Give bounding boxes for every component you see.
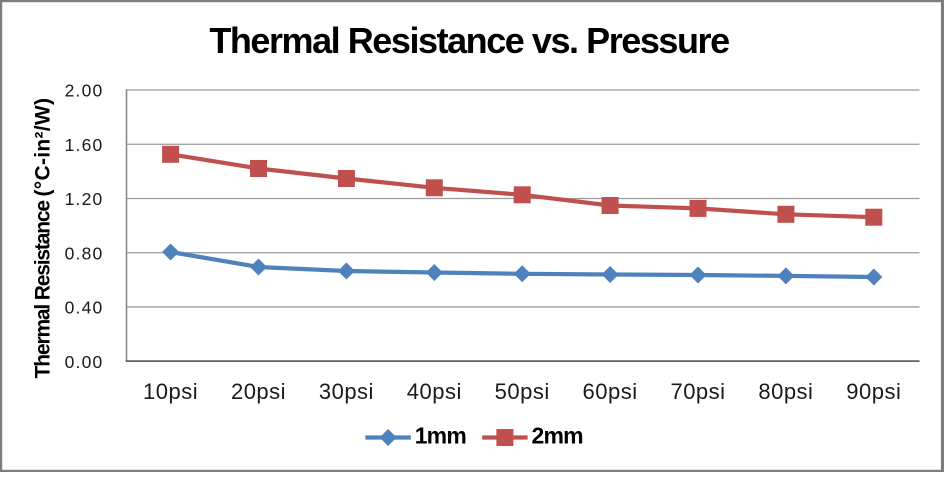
svg-text:20psi: 20psi bbox=[231, 379, 286, 404]
svg-text:40psi: 40psi bbox=[407, 379, 462, 404]
svg-text:1.20: 1.20 bbox=[65, 189, 104, 209]
svg-text:0.00: 0.00 bbox=[65, 352, 104, 372]
svg-text:10psi: 10psi bbox=[143, 379, 198, 404]
svg-text:2mm: 2mm bbox=[532, 422, 584, 448]
svg-text:0.40: 0.40 bbox=[65, 298, 104, 318]
svg-text:50psi: 50psi bbox=[495, 379, 550, 404]
svg-text:80psi: 80psi bbox=[758, 379, 813, 404]
svg-text:0.80: 0.80 bbox=[65, 243, 104, 263]
svg-text:1mm: 1mm bbox=[415, 422, 467, 448]
svg-text:60psi: 60psi bbox=[583, 379, 638, 404]
svg-text:30psi: 30psi bbox=[319, 379, 374, 404]
svg-text:1.60: 1.60 bbox=[65, 135, 104, 155]
svg-text:Thermal Resistance (°C-in²/W): Thermal Resistance (°C-in²/W) bbox=[32, 98, 55, 379]
svg-text:90psi: 90psi bbox=[846, 379, 901, 404]
svg-text:70psi: 70psi bbox=[670, 379, 725, 404]
svg-text:Thermal Resistance vs. Pressur: Thermal Resistance vs. Pressure bbox=[209, 20, 729, 61]
svg-text:2.00: 2.00 bbox=[65, 81, 104, 101]
